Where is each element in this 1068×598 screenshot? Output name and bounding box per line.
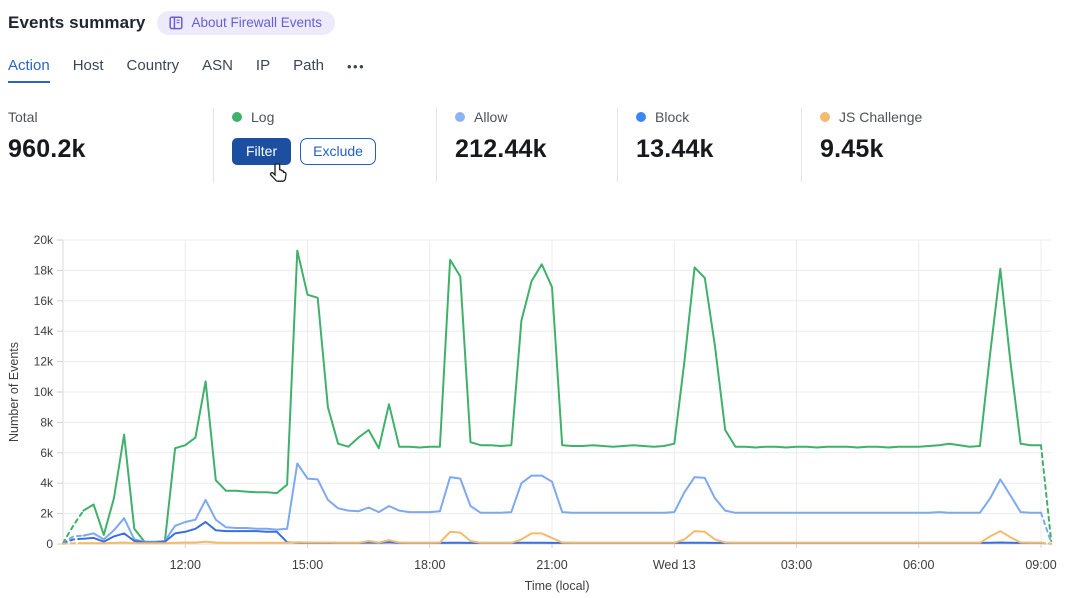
stat-value-total: 960.2k <box>8 135 86 163</box>
svg-text:12:00: 12:00 <box>170 558 201 572</box>
series-allow-line <box>1040 511 1053 544</box>
stat-value-allow: 212.44k <box>455 135 547 163</box>
stat-value-js-challenge: 9.45k <box>820 135 884 163</box>
series-allow-line <box>82 462 1042 543</box>
allow-legend-dot <box>455 112 465 122</box>
svg-text:16k: 16k <box>34 294 54 308</box>
stat-card-js-challenge: JS Challenge 9.45k <box>820 108 922 164</box>
exclude-button[interactable]: Exclude <box>300 138 376 165</box>
summary-stats-row: Total 960.2k Log Filter Exclude Allow 21… <box>0 108 1068 186</box>
svg-text:6k: 6k <box>40 446 54 460</box>
tab-action[interactable]: Action <box>8 57 50 83</box>
divider <box>617 108 618 182</box>
svg-text:0: 0 <box>46 537 53 551</box>
log-legend-dot <box>232 112 242 122</box>
svg-text:14k: 14k <box>34 324 54 338</box>
stat-label-log: Log <box>251 109 275 125</box>
divider <box>801 108 802 182</box>
stat-card-log: Log Filter Exclude <box>232 108 376 165</box>
series-log-line <box>1040 444 1053 542</box>
svg-text:2k: 2k <box>40 507 54 521</box>
stat-label-block: Block <box>655 109 690 125</box>
stat-card-block: Block 13.44k <box>636 108 714 164</box>
series-js-challenge-line <box>1040 541 1053 545</box>
svg-text:Number of Events: Number of Events <box>7 342 21 442</box>
page-title: Events summary <box>8 13 146 32</box>
dimension-tabs: Action Host Country ASN IP Path ••• <box>8 57 365 83</box>
js-challenge-legend-dot <box>820 112 830 122</box>
divider <box>213 108 214 182</box>
page-header: Events summary About Firewall Events <box>8 11 336 35</box>
series-log-line <box>62 509 85 545</box>
svg-text:4k: 4k <box>40 476 54 490</box>
svg-text:8k: 8k <box>40 415 54 429</box>
stat-label-allow: Allow <box>474 109 508 125</box>
svg-text:Wed 13: Wed 13 <box>653 558 696 572</box>
series-js-challenge-line <box>82 530 1042 545</box>
tab-path[interactable]: Path <box>293 57 324 74</box>
filter-button[interactable]: Filter <box>232 138 292 165</box>
svg-text:15:00: 15:00 <box>292 558 323 572</box>
svg-text:06:00: 06:00 <box>903 558 934 572</box>
svg-text:20k: 20k <box>34 233 54 247</box>
svg-text:Time (local): Time (local) <box>525 579 590 593</box>
tab-country[interactable]: Country <box>126 57 180 74</box>
series-allow-line <box>62 534 85 545</box>
divider <box>436 108 437 182</box>
svg-text:21:00: 21:00 <box>536 558 567 572</box>
block-legend-dot <box>636 112 646 122</box>
tab-ip[interactable]: IP <box>255 57 271 74</box>
series-block-line <box>82 521 1042 544</box>
stat-label-total: Total <box>8 109 38 125</box>
about-firewall-events-link[interactable]: About Firewall Events <box>157 11 336 35</box>
about-pill-label: About Firewall Events <box>191 15 323 30</box>
stat-value-block: 13.44k <box>636 135 714 163</box>
series-log-line <box>82 249 1042 544</box>
book-icon <box>168 15 184 30</box>
svg-text:18:00: 18:00 <box>414 558 445 572</box>
svg-text:12k: 12k <box>34 355 54 369</box>
series-block-line <box>62 537 85 545</box>
stat-label-js-challenge: JS Challenge <box>839 109 923 125</box>
svg-text:03:00: 03:00 <box>781 558 812 572</box>
series-js-challenge-line <box>62 542 85 545</box>
svg-text:09:00: 09:00 <box>1025 558 1056 572</box>
stat-card-allow: Allow 212.44k <box>455 108 547 164</box>
tab-host[interactable]: Host <box>72 57 104 74</box>
tabs-more-ellipsis-icon[interactable]: ••• <box>346 59 366 74</box>
svg-text:10k: 10k <box>34 385 54 399</box>
svg-text:18k: 18k <box>34 263 54 277</box>
tab-asn[interactable]: ASN <box>202 57 233 74</box>
stat-card-total: Total 960.2k <box>8 108 86 164</box>
